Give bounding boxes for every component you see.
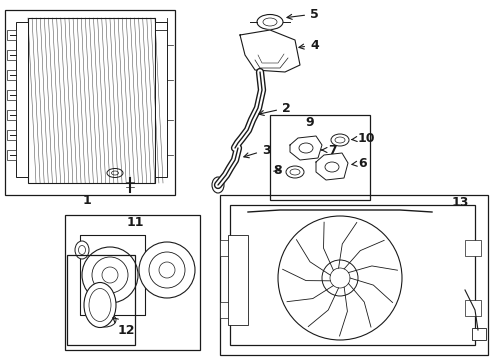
Circle shape — [149, 252, 185, 288]
Bar — [65, 215, 200, 350]
Bar — [270, 115, 370, 200]
Ellipse shape — [263, 18, 277, 26]
Polygon shape — [240, 30, 300, 72]
Text: 2: 2 — [259, 102, 291, 116]
Ellipse shape — [335, 137, 345, 143]
Bar — [220, 195, 488, 355]
Bar — [465, 300, 481, 316]
Text: 3: 3 — [244, 144, 270, 158]
Ellipse shape — [107, 168, 123, 177]
Bar — [230, 205, 475, 345]
Circle shape — [330, 268, 350, 288]
Bar — [220, 240, 236, 256]
Circle shape — [139, 242, 195, 298]
Text: 5: 5 — [287, 8, 319, 21]
Ellipse shape — [94, 313, 116, 327]
Bar — [7, 90, 16, 100]
Text: 7: 7 — [322, 144, 337, 157]
Text: 13: 13 — [451, 195, 469, 208]
Bar — [28, 18, 155, 183]
Circle shape — [159, 262, 175, 278]
Ellipse shape — [99, 316, 111, 324]
Ellipse shape — [112, 171, 119, 175]
Ellipse shape — [257, 14, 283, 30]
Bar — [67, 255, 135, 345]
Ellipse shape — [299, 143, 313, 153]
Text: 8: 8 — [273, 163, 282, 176]
Ellipse shape — [78, 246, 85, 255]
Bar — [5, 10, 175, 195]
Ellipse shape — [325, 162, 339, 172]
Text: 12: 12 — [113, 318, 136, 337]
Bar — [7, 130, 16, 140]
Circle shape — [278, 216, 402, 340]
Bar — [155, 22, 167, 177]
Ellipse shape — [212, 177, 224, 193]
Ellipse shape — [286, 166, 304, 178]
Ellipse shape — [84, 283, 116, 328]
Text: 11: 11 — [126, 216, 144, 229]
Bar — [7, 30, 16, 40]
Text: 1: 1 — [83, 194, 91, 207]
Bar — [7, 50, 16, 60]
Bar — [7, 110, 16, 120]
Bar — [80, 235, 145, 315]
Circle shape — [322, 260, 358, 296]
Bar — [472, 328, 486, 340]
Bar — [220, 302, 236, 318]
Circle shape — [102, 267, 118, 283]
Text: 4: 4 — [299, 39, 319, 51]
Bar — [228, 235, 248, 325]
Circle shape — [92, 257, 128, 293]
Text: 9: 9 — [306, 116, 314, 129]
Bar — [16, 22, 28, 177]
Circle shape — [82, 247, 138, 303]
Text: 6: 6 — [352, 157, 367, 170]
Bar — [7, 150, 16, 160]
Bar — [465, 240, 481, 256]
Bar — [7, 70, 16, 80]
Ellipse shape — [290, 169, 300, 175]
Ellipse shape — [331, 134, 349, 146]
Text: 10: 10 — [352, 131, 375, 144]
Ellipse shape — [75, 241, 89, 259]
Polygon shape — [316, 153, 348, 180]
Ellipse shape — [89, 288, 111, 321]
Polygon shape — [290, 136, 322, 160]
